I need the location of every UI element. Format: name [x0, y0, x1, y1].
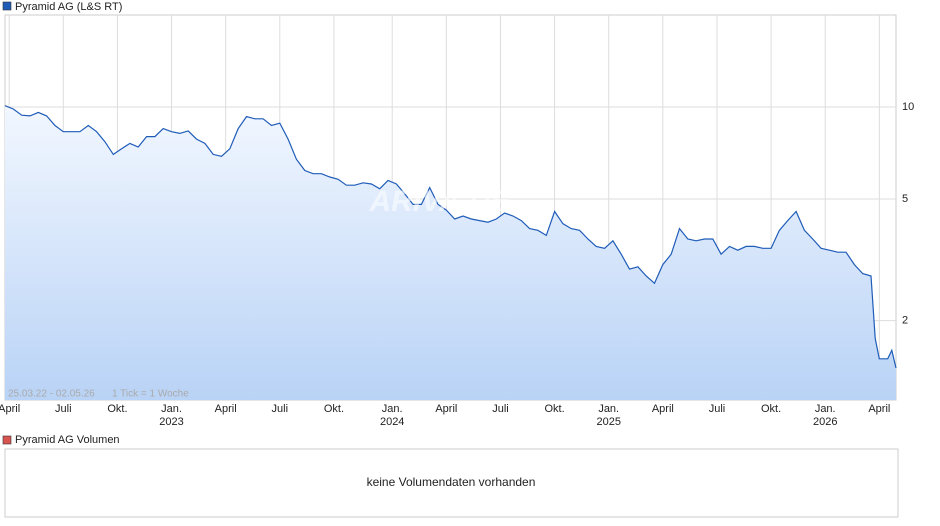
x-tick-label: April: [652, 403, 674, 415]
legend-label: Pyramid AG Volumen: [15, 434, 120, 446]
price-line: [4, 105, 897, 369]
x-tick-label: April: [435, 403, 457, 415]
x-tick-label: April: [215, 403, 237, 415]
x-tick-label: Juli: [272, 403, 289, 415]
y-tick-label: 2: [902, 315, 908, 327]
x-tick-label: Jan.: [598, 403, 619, 415]
watermark: ARIVA.DE: [368, 185, 511, 218]
x-tick-label: April: [868, 403, 890, 415]
x-tick-label: Okt.: [324, 403, 344, 415]
volume-message: keine Volumendaten vorhanden: [367, 475, 536, 489]
legend-swatch: [2, 435, 12, 445]
volume-panel: [4, 448, 899, 518]
range-note: 25.03.22 - 02.05.26: [8, 389, 95, 400]
x-year-label: 2023: [159, 416, 183, 428]
x-tick-label: April: [0, 403, 20, 415]
x-tick-label: Jan.: [815, 403, 836, 415]
x-year-label: 2025: [596, 416, 620, 428]
x-tick-label: Jan.: [382, 403, 403, 415]
area: [5, 105, 896, 400]
tick-note: 1 Tick = 1 Woche: [112, 389, 189, 400]
x-year-label: 2024: [380, 416, 404, 428]
y-tick-label: 10: [902, 101, 914, 113]
x-tick-label: Okt.: [761, 403, 781, 415]
legend-swatch: [2, 1, 12, 11]
x-tick-label: Okt.: [107, 403, 127, 415]
legend-label: Pyramid AG (L&S RT): [15, 1, 122, 13]
x-year-label: 2026: [813, 416, 837, 428]
x-tick-label: Juli: [492, 403, 509, 415]
y-tick-label: 5: [902, 193, 908, 205]
x-tick-label: Juli: [709, 403, 726, 415]
x-tick-label: Jan.: [161, 403, 182, 415]
x-tick-label: Juli: [55, 403, 72, 415]
x-tick-label: Okt.: [545, 403, 565, 415]
